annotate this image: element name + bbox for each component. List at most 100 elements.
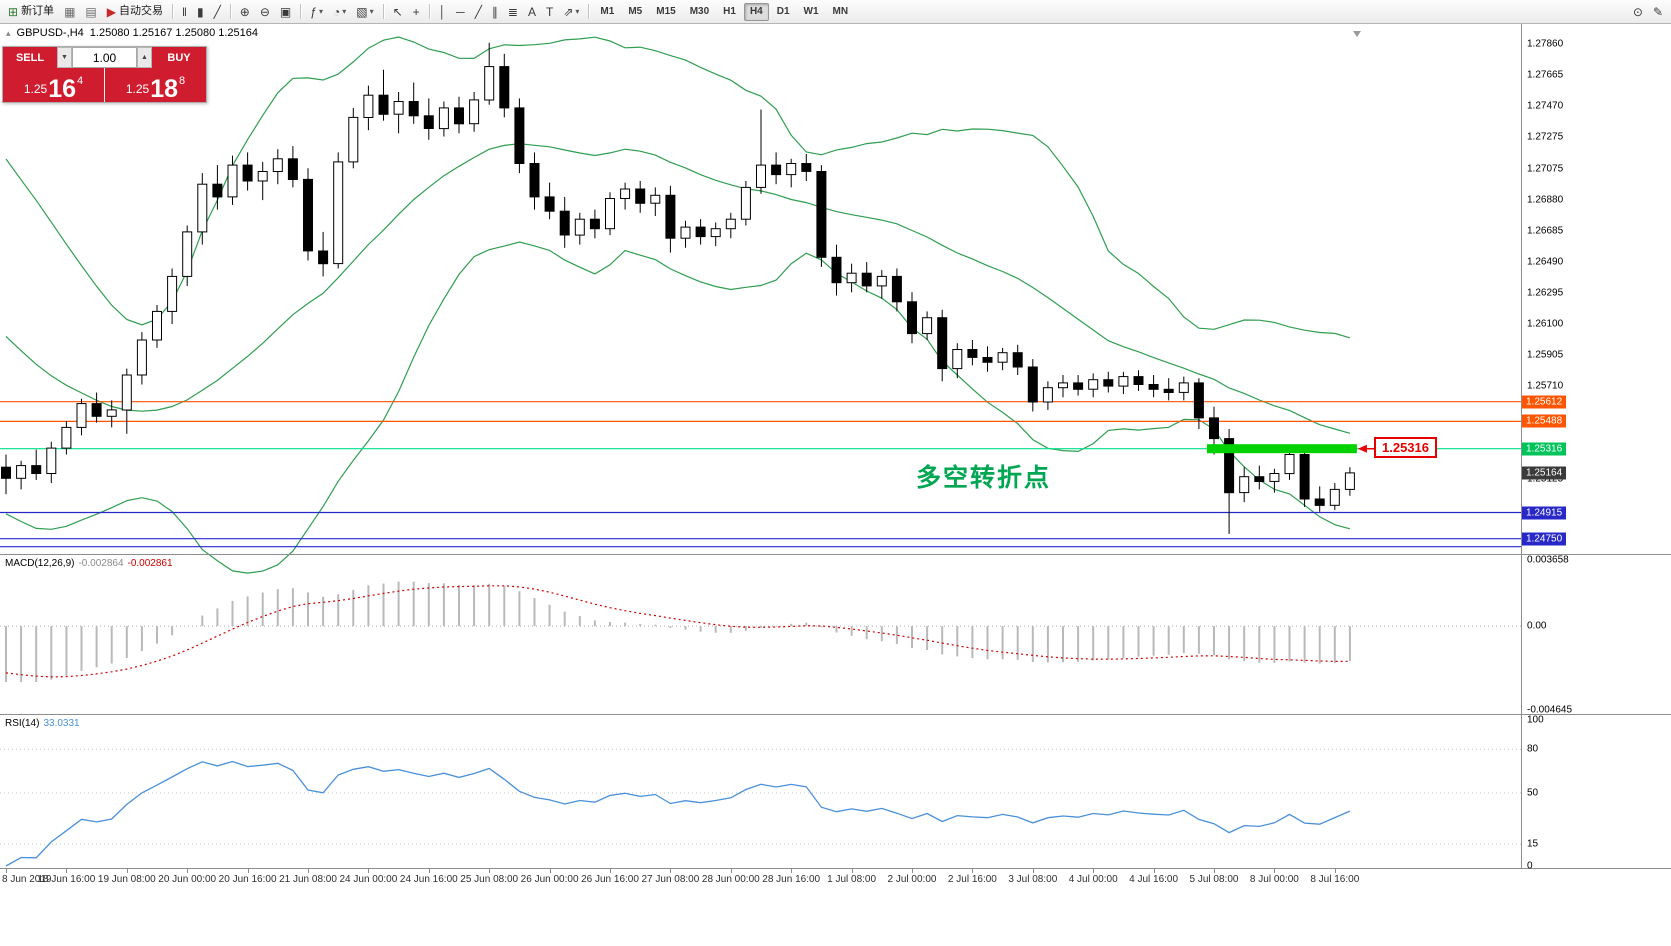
- sell-price[interactable]: 1.25 16 4: [3, 68, 104, 102]
- vertical-line-button[interactable]: │: [435, 2, 451, 22]
- fibonacci-icon: ≣: [507, 4, 518, 19]
- buy-button[interactable]: BUY: [152, 47, 206, 68]
- time-axis-label: 3 Jul 08:00: [1008, 874, 1058, 885]
- price-axis-label: 1.26490: [1527, 256, 1564, 268]
- sell-price-big: 16: [48, 74, 77, 103]
- rsi-indicator-label: RSI(14) 33.0331: [5, 718, 80, 729]
- rsi-axis-label: 80: [1527, 743, 1539, 755]
- price-axis-label: 1.26880: [1527, 194, 1564, 206]
- rsi-axis-label: 50: [1527, 787, 1539, 799]
- time-axis-tick: [912, 869, 913, 873]
- chart-window-icon: ▦: [64, 4, 76, 19]
- time-axis-label: 28 Jun 16:00: [762, 874, 821, 885]
- macd-axis-label: 0.00: [1527, 620, 1547, 632]
- text-button[interactable]: A: [524, 2, 540, 22]
- price-axis-tag: 1.25612: [1522, 395, 1567, 409]
- indicators-icon: ƒ: [310, 4, 317, 19]
- price-axis-label: 1.25905: [1527, 349, 1564, 361]
- price-axis-tag: 1.24915: [1522, 506, 1567, 519]
- timeframe-m30[interactable]: M30: [684, 3, 715, 21]
- rsi-axis-label: 15: [1527, 838, 1539, 850]
- templates-button[interactable]: ▧ ▾: [352, 2, 377, 22]
- time-axis-tick: [1214, 869, 1215, 873]
- horizontal-line-button[interactable]: ─: [452, 2, 469, 22]
- cursor-button[interactable]: ↖: [389, 2, 407, 22]
- timeframe-m1[interactable]: M1: [594, 3, 620, 21]
- periods-button[interactable]: ◔ ▾: [329, 2, 350, 22]
- chart-title: ▴ GBPUSD-,H4 1.25080 1.25167 1.25080 1.2…: [6, 27, 258, 39]
- bar-chart-button[interactable]: ‖: [178, 2, 191, 22]
- ohlc-values-label: 1.25080 1.25167 1.25080 1.25164: [89, 27, 258, 39]
- trade-panel-price-row: 1.25 16 4 1.25 18 8: [3, 68, 206, 102]
- candlestick-button[interactable]: ▮: [193, 2, 208, 22]
- rsi-axis-label: 100: [1527, 714, 1544, 726]
- annotation-text[interactable]: 多空转折点: [916, 464, 1052, 492]
- new-order-button-label: 新订单: [21, 5, 55, 17]
- volume-increase-button[interactable]: ▲: [137, 47, 152, 68]
- price-axis-label: 1.27075: [1527, 163, 1564, 175]
- price-axis-label: 1.26685: [1527, 225, 1564, 237]
- time-axis-tick: [670, 869, 672, 873]
- time-axis-tick: [549, 869, 551, 873]
- time-axis-label: 24 Jun 16:00: [399, 874, 458, 885]
- price-axis-label: 1.27275: [1527, 131, 1564, 143]
- chart-window-button[interactable]: ▦: [60, 2, 79, 22]
- timeframe-h1[interactable]: H1: [717, 3, 742, 21]
- sell-price-sup: 4: [77, 75, 84, 87]
- macd-value-2: -0.002861: [127, 558, 173, 569]
- channel-button[interactable]: ∥: [488, 2, 502, 22]
- timeframe-w1[interactable]: W1: [798, 3, 825, 21]
- price-alert-tag[interactable]: 1.25316: [1374, 437, 1437, 458]
- zoom-out-button[interactable]: ⊖: [256, 2, 274, 22]
- time-axis-tick: [610, 869, 611, 873]
- arrows-button[interactable]: ⇗ ▾: [559, 2, 583, 22]
- buy-price-big: 18: [150, 74, 179, 103]
- new-order-button[interactable]: ⊞ 新订单: [4, 2, 58, 22]
- crosshair-icon: +: [412, 4, 420, 19]
- timeframe-mn[interactable]: MN: [827, 3, 855, 21]
- highlight-rectangle[interactable]: [1207, 444, 1357, 454]
- indicators-button[interactable]: ƒ ▾: [306, 2, 327, 22]
- label-button[interactable]: T: [542, 2, 557, 22]
- time-axis-tick: [791, 869, 793, 873]
- zoom-in-button[interactable]: ⊕: [236, 2, 254, 22]
- price-axis-tag: 1.25488: [1522, 414, 1567, 428]
- timeframe-m5[interactable]: M5: [622, 3, 648, 21]
- timeframe-d1[interactable]: D1: [771, 3, 796, 21]
- crosshair-button[interactable]: +: [409, 2, 424, 22]
- price-axis-label: 1.26295: [1527, 287, 1564, 299]
- sell-button[interactable]: SELL: [3, 47, 57, 68]
- line-chart-button[interactable]: ╱: [210, 2, 225, 22]
- buy-price-sup: 8: [179, 75, 186, 87]
- time-axis-label: 18 Jun 16:00: [37, 874, 96, 885]
- toolbar-separator: [300, 4, 302, 19]
- time-axis-tick: [247, 869, 249, 873]
- chart-workspace[interactable]: ▴ GBPUSD-,H4 1.25080 1.25167 1.25080 1.2…: [0, 24, 1671, 946]
- time-axis-label: 27 Jun 08:00: [641, 874, 700, 885]
- volume-decrease-button[interactable]: ▼: [57, 47, 72, 68]
- edit-button[interactable]: ✎: [1649, 2, 1667, 22]
- volume-input[interactable]: [72, 47, 137, 68]
- time-axis-label: 2 Jul 16:00: [947, 874, 997, 885]
- chart-canvas[interactable]: [0, 24, 1671, 946]
- time-axis-tick: [1334, 869, 1336, 873]
- tile-windows-button[interactable]: ▣: [276, 2, 295, 22]
- time-axis-tick: [6, 869, 7, 873]
- timeframe-m15[interactable]: M15: [650, 3, 681, 21]
- chart-shift-marker-icon: [1353, 31, 1361, 37]
- toolbar-separator: [382, 4, 384, 19]
- autotrading-button[interactable]: ▶ 自动交易: [103, 2, 167, 22]
- profiles-button[interactable]: ▤: [81, 2, 100, 22]
- toolbar-separator: [588, 4, 590, 19]
- time-axis-label: 25 Jun 08:00: [460, 874, 519, 885]
- horizontal-lines-layer[interactable]: [0, 401, 1521, 548]
- buy-price[interactable]: 1.25 18 8: [105, 68, 206, 102]
- toolbar: ⊞ 新订单 ▦ ▤ ▶ 自动交易 ‖ ▮ ╱ ⊕ ⊖ ▣ ƒ ▾ ◔ ▾ ▧ ▾ ↖ + │ ─ ╱ ∥ ≣ A T ⇗ ▾ M1 M5 M1…: [0, 0, 1671, 24]
- macd-value-1: -0.002864: [78, 558, 124, 569]
- fibonacci-button[interactable]: ≣: [504, 2, 522, 22]
- price-axis-label: 1.27665: [1527, 69, 1564, 81]
- trade-panel-top-row: SELL ▼ ▲ BUY: [3, 47, 206, 68]
- search-button[interactable]: ⊙: [1629, 2, 1647, 22]
- trendline-button[interactable]: ╱: [471, 2, 486, 22]
- timeframe-h4[interactable]: H4: [743, 2, 769, 21]
